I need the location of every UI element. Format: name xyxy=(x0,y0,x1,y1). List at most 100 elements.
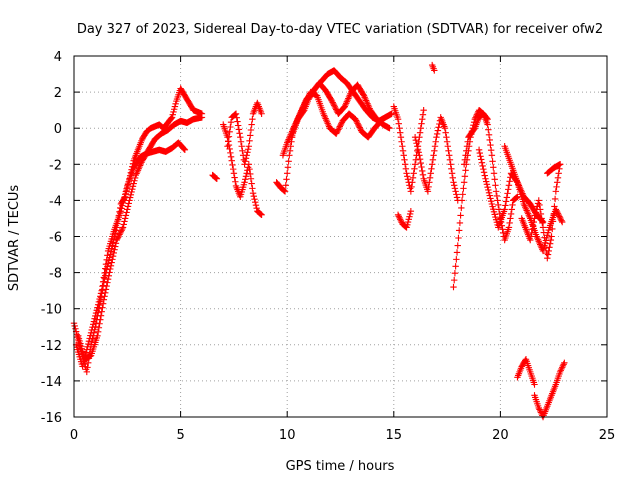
data-point xyxy=(493,192,501,200)
data-point xyxy=(338,120,345,127)
data-point xyxy=(122,212,130,219)
data-point xyxy=(434,127,442,134)
data-point xyxy=(420,106,427,114)
data-point xyxy=(110,249,117,257)
data-point xyxy=(449,174,456,182)
data-point xyxy=(535,197,542,204)
data-point xyxy=(547,236,555,244)
data-point xyxy=(505,224,513,231)
data-point xyxy=(532,209,540,216)
data-point xyxy=(284,170,291,177)
data-point xyxy=(101,275,108,282)
data-point xyxy=(508,206,515,213)
data-point xyxy=(536,407,544,415)
data-point xyxy=(198,114,206,121)
data-point xyxy=(120,221,127,228)
data-point xyxy=(227,123,234,131)
data-point xyxy=(234,118,241,125)
data-point xyxy=(484,183,491,191)
data-point xyxy=(484,121,491,128)
data-point xyxy=(490,170,498,177)
data-point xyxy=(93,307,100,314)
data-point xyxy=(97,290,105,297)
data-point xyxy=(121,215,129,222)
data-point xyxy=(446,156,454,163)
data-point xyxy=(451,270,459,277)
data-point xyxy=(435,124,442,131)
data-point xyxy=(85,340,92,348)
data-point xyxy=(87,329,95,336)
data-point xyxy=(113,236,120,244)
data-point xyxy=(552,206,560,213)
data-point xyxy=(377,118,384,125)
data-point xyxy=(446,152,453,159)
data-point xyxy=(73,331,81,338)
data-point xyxy=(433,130,441,138)
data-point xyxy=(231,174,238,181)
data-point xyxy=(127,191,135,198)
data-point xyxy=(126,197,133,204)
data-point xyxy=(257,211,265,218)
data-point xyxy=(406,210,414,218)
data-point xyxy=(411,134,419,141)
data-point xyxy=(106,269,113,276)
data-point xyxy=(121,193,128,201)
data-point xyxy=(539,219,546,227)
data-point xyxy=(560,361,567,368)
data-point xyxy=(241,161,248,168)
data-point xyxy=(416,129,424,136)
data-point xyxy=(118,227,125,234)
data-point xyxy=(452,263,459,270)
data-point xyxy=(224,143,231,150)
data-point xyxy=(330,102,338,109)
data-point xyxy=(475,146,483,154)
data-point xyxy=(98,308,105,315)
data-point xyxy=(556,213,563,220)
data-point xyxy=(507,210,515,218)
data-point xyxy=(99,278,107,286)
data-point xyxy=(247,170,254,178)
data-point xyxy=(408,183,415,191)
data-point xyxy=(98,287,105,294)
x-tick-label: 10 xyxy=(279,428,296,443)
data-point xyxy=(247,175,255,182)
data-point xyxy=(419,167,426,175)
y-tick-label: -2 xyxy=(49,158,62,173)
data-point xyxy=(107,262,115,269)
data-point xyxy=(303,97,310,104)
data-point xyxy=(411,161,419,168)
data-point xyxy=(230,170,238,177)
data-point xyxy=(513,194,520,201)
data-point xyxy=(555,211,562,219)
data-point xyxy=(170,108,177,116)
data-point xyxy=(237,134,244,141)
data-point xyxy=(398,138,405,145)
data-point xyxy=(460,179,468,186)
data-point xyxy=(502,202,509,209)
data-point xyxy=(74,333,81,341)
data-point xyxy=(426,174,434,182)
data-point xyxy=(492,182,499,189)
data-point xyxy=(252,199,259,206)
data-point xyxy=(559,364,566,371)
data-point xyxy=(90,318,98,325)
data-point xyxy=(103,256,110,263)
data-point xyxy=(463,143,471,150)
data-point xyxy=(536,201,543,209)
data-point xyxy=(119,225,126,233)
data-point xyxy=(256,210,264,217)
data-point xyxy=(108,259,115,266)
data-point xyxy=(84,343,91,351)
data-point xyxy=(409,179,416,186)
data-point xyxy=(99,283,106,290)
data-point xyxy=(354,120,361,127)
data-point xyxy=(85,337,93,345)
data-point xyxy=(412,137,420,144)
data-point xyxy=(88,326,95,334)
data-point xyxy=(92,309,100,317)
data-point xyxy=(485,126,492,133)
data-point xyxy=(394,115,402,123)
data-point xyxy=(301,100,309,107)
data-point xyxy=(114,235,121,242)
data-point xyxy=(450,179,457,186)
